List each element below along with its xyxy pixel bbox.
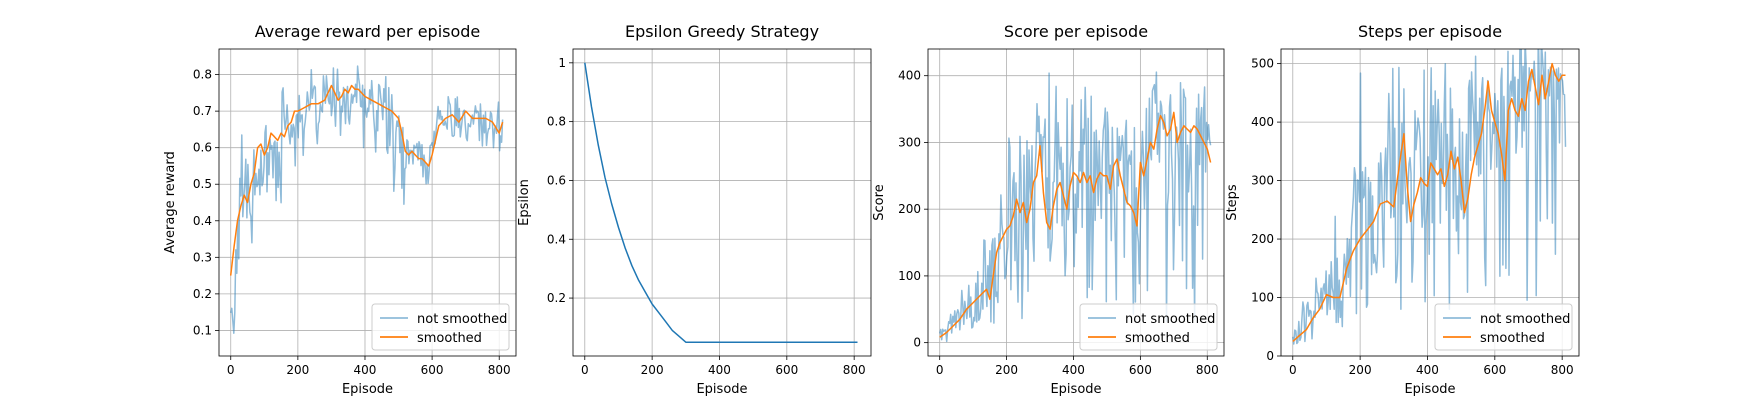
y-axis-label: Score [872, 184, 887, 220]
y-tick-label: 0.1 [193, 323, 212, 337]
y-axis-label: Epsilon [517, 179, 532, 226]
y-tick-label: 0.6 [193, 141, 212, 155]
y-tick-label: 0.6 [547, 173, 566, 187]
chart-epsilon: 0 200 400 600 800 0.2 0.4 0.6 0.8 1 Epsilon Greedy… [517, 22, 872, 397]
legend-box [371, 303, 510, 351]
y-tick-label: 500 [1251, 57, 1274, 71]
y-tick-label: 400 [898, 69, 921, 83]
series-not-smoothed [229, 65, 504, 334]
y-tick-label: 0.2 [547, 291, 566, 305]
legend-label: not smoothed [417, 312, 507, 327]
legend: not smoothed smoothed [1434, 303, 1573, 351]
y-tick-label: 0.2 [193, 287, 212, 301]
y-tick-label: 100 [898, 269, 921, 283]
x-tick-label: 800 [843, 363, 866, 377]
plot-area [584, 62, 858, 343]
x-tick-label: 400 [1416, 363, 1439, 377]
series-line [584, 62, 858, 343]
axes-frame [218, 48, 517, 357]
x-tick-label: 200 [641, 363, 664, 377]
x-tick-label: 600 [1129, 363, 1152, 377]
legend-label: smoothed [417, 331, 482, 346]
series-not-smoothed [1292, 49, 1567, 345]
y-axis-label: Steps [1225, 184, 1240, 221]
y-tick-label: 0.8 [547, 115, 566, 129]
y-tick-label: 200 [898, 202, 921, 216]
y-tick-label: 0 [1266, 349, 1274, 363]
legend: not smoothed smoothed [371, 303, 510, 351]
x-tick-label: 600 [775, 363, 798, 377]
plot-area [938, 71, 1212, 343]
legend-box [1434, 303, 1573, 351]
x-tick-label: 0 [1289, 363, 1297, 377]
x-tick-label: 400 [354, 363, 377, 377]
y-tick-label: 200 [1251, 232, 1274, 246]
x-tick-label: 800 [488, 363, 511, 377]
chart-steps: 0 200 400 600 800 0 100 200 300 400 500 Steps per e… [1225, 22, 1580, 397]
y-tick-label: 0.8 [193, 68, 212, 82]
x-tick-label: 0 [227, 363, 235, 377]
y-tick-label: 0.3 [193, 250, 212, 264]
chart-title: Epsilon Greedy Strategy [625, 22, 819, 41]
chart-title: Steps per episode [1358, 22, 1502, 41]
x-tick-label: 400 [1062, 363, 1085, 377]
y-tick-label: 300 [898, 135, 921, 149]
series-smoothed [1292, 62, 1566, 342]
x-axis-label: Episode [696, 382, 747, 397]
legend-box [1079, 303, 1218, 351]
x-tick-label: 600 [421, 363, 444, 377]
x-tick-label: 400 [708, 363, 731, 377]
chart-avg-reward: 0 200 400 600 800 0.1 0.2 0.3 0.4 0.5 0.6 0.7 0.8 Ave… [163, 22, 517, 397]
x-tick-label: 200 [1349, 363, 1372, 377]
chart-score: 0 200 400 600 800 0 100 200 300 400 Score per epis… [872, 22, 1225, 397]
y-tick-label: 100 [1251, 291, 1274, 305]
x-axis-label: Episode [1404, 382, 1455, 397]
y-tick-label: 0.4 [193, 214, 212, 228]
y-tick-label: 300 [1251, 174, 1274, 188]
x-tick-label: 0 [581, 363, 589, 377]
legend: not smoothed smoothed [1079, 303, 1218, 351]
legend-label: smoothed [1480, 331, 1545, 346]
y-tick-label: 0 [913, 336, 921, 350]
legend-label: smoothed [1125, 331, 1190, 346]
legend-label: not smoothed [1480, 312, 1570, 327]
y-tick-label: 400 [1251, 115, 1274, 129]
y-tick-label: 0.4 [547, 232, 566, 246]
y-tick-label: 1 [558, 56, 566, 70]
y-tick-label: 0.7 [193, 104, 212, 118]
series-smoothed [229, 84, 504, 276]
y-axis-label: Average reward [163, 151, 178, 254]
y-tick-label: 0.5 [193, 177, 212, 191]
series-not-smoothed [938, 71, 1212, 343]
x-axis-label: Episode [1050, 382, 1101, 397]
axes-frame [1280, 48, 1580, 357]
chart-title: Score per episode [1004, 22, 1148, 41]
x-tick-label: 0 [936, 363, 944, 377]
axes-frame [572, 48, 872, 357]
plot-area [1292, 49, 1567, 345]
x-tick-label: 800 [1551, 363, 1574, 377]
x-tick-label: 800 [1196, 363, 1219, 377]
axes-frame [927, 48, 1225, 357]
series-smoothed [939, 111, 1212, 338]
x-tick-label: 200 [286, 363, 309, 377]
x-tick-label: 600 [1483, 363, 1506, 377]
legend-label: not smoothed [1125, 312, 1215, 327]
x-tick-label: 200 [995, 363, 1018, 377]
x-axis-label: Episode [342, 382, 393, 397]
chart-title: Average reward per episode [255, 22, 481, 41]
plot-area [229, 65, 504, 334]
